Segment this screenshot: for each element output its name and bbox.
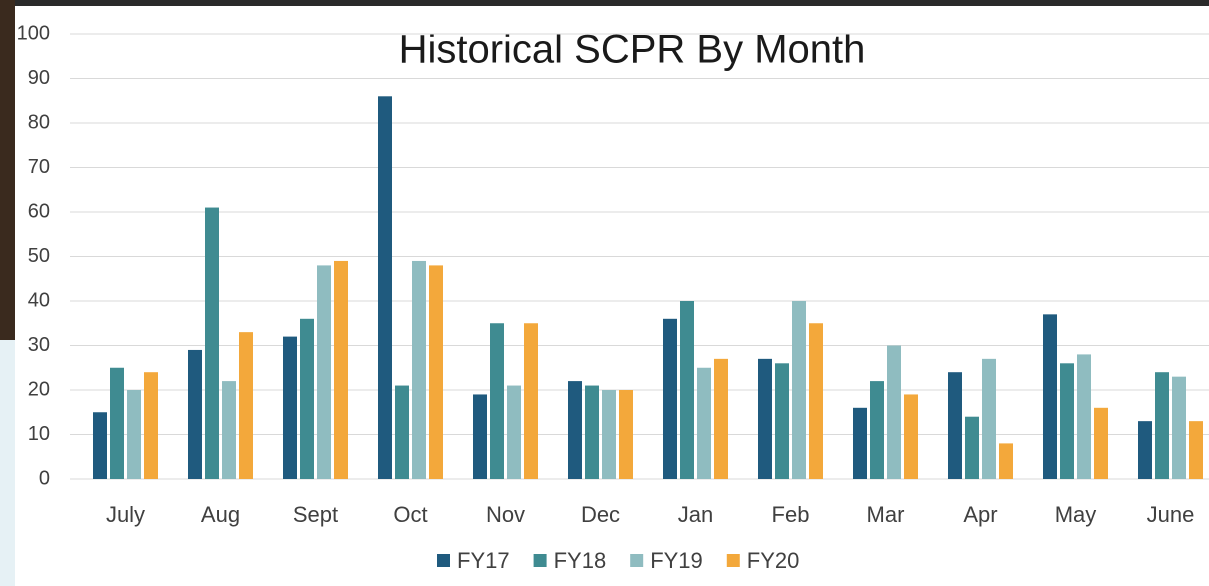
y-tick-label: 70 (28, 156, 50, 178)
x-tick-label: Mar (867, 502, 905, 527)
page-edge (0, 340, 15, 586)
bar (283, 336, 297, 479)
bar (395, 385, 409, 479)
x-tick-label: Apr (963, 502, 997, 527)
bar (792, 301, 806, 479)
bar (317, 265, 331, 479)
bar (300, 318, 314, 479)
y-tick-label: 80 (28, 111, 50, 133)
x-tick-label: Dec (581, 502, 620, 527)
y-tick-label: 10 (28, 423, 50, 445)
bar (1060, 363, 1074, 479)
bar (758, 358, 772, 479)
bar (619, 390, 633, 479)
legend-swatch (726, 554, 740, 567)
bar (144, 372, 158, 479)
bar (948, 372, 962, 479)
y-tick-label: 90 (28, 67, 50, 89)
bar (965, 416, 979, 479)
legend-label: FY20 (747, 548, 800, 573)
bar (93, 412, 107, 479)
bar (602, 390, 616, 479)
x-tick-label: Nov (486, 502, 525, 527)
bar (1077, 354, 1091, 479)
bar (1043, 314, 1057, 479)
bar (429, 265, 443, 479)
photo-edge (0, 0, 1209, 6)
x-tick-label: Aug (201, 502, 240, 527)
bar (887, 345, 901, 479)
photo-edge (0, 0, 15, 340)
bar (412, 260, 426, 479)
legend-swatch (533, 554, 547, 567)
chart-title: Historical SCPR By Month (399, 28, 866, 72)
y-tick-label: 20 (28, 378, 50, 400)
bar (680, 301, 694, 479)
y-tick-label: 40 (28, 289, 50, 311)
bar (697, 367, 711, 479)
x-tick-label: May (1055, 502, 1097, 527)
x-tick-label: Jan (678, 502, 713, 527)
bar (378, 96, 392, 480)
bar (714, 358, 728, 479)
x-tick-label: Feb (772, 502, 810, 527)
y-tick-label: 50 (28, 245, 50, 267)
bar (1189, 421, 1203, 479)
bar (239, 332, 253, 479)
bar (663, 318, 677, 479)
bar (568, 381, 582, 479)
bar (490, 323, 504, 479)
bar (188, 349, 202, 479)
y-tick-label: 60 (28, 200, 50, 222)
bar (473, 394, 487, 479)
bar (1155, 372, 1169, 479)
x-tick-label: Oct (393, 502, 427, 527)
x-tick-label: Sept (293, 502, 338, 527)
bar (222, 381, 236, 479)
y-tick-label: 30 (28, 334, 50, 356)
legend-swatch (630, 554, 644, 567)
x-tick-label: June (1147, 502, 1195, 527)
x-tick-label: July (106, 502, 145, 527)
bar (585, 385, 599, 479)
bar (999, 443, 1013, 479)
bar (334, 260, 348, 479)
y-tick-label: 100 (17, 22, 50, 44)
bar (904, 394, 918, 479)
legend-label: FY19 (650, 548, 703, 573)
bar (110, 367, 124, 479)
legend-label: FY17 (457, 548, 510, 573)
bar (524, 323, 538, 479)
bar (127, 390, 141, 479)
bar (853, 407, 867, 479)
bar (1138, 421, 1152, 479)
bar (809, 323, 823, 479)
legend-swatch (437, 554, 450, 567)
bar (507, 385, 521, 479)
y-tick-label: 0 (39, 467, 50, 489)
bar (1094, 407, 1108, 479)
bar (205, 207, 219, 480)
bar (982, 358, 996, 479)
legend-label: FY18 (554, 548, 607, 573)
bar (775, 363, 789, 479)
bar (870, 381, 884, 479)
bar (1172, 376, 1186, 479)
